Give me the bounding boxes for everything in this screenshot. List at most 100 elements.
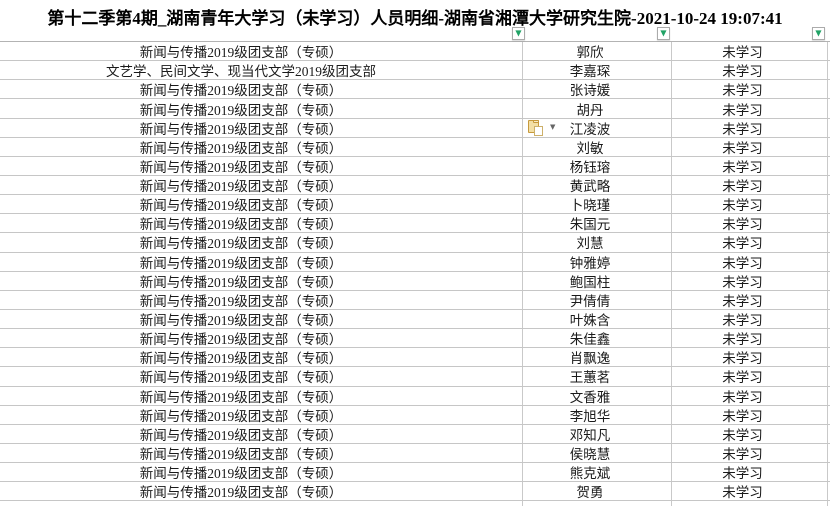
cell-branch[interactable]: 新闻与传播2019级团支部（专硕） (0, 137, 523, 156)
cell-branch[interactable]: 新闻与传播2019级团支部（专硕） (0, 329, 523, 348)
cell-status[interactable]: 未学习 (672, 348, 828, 367)
cell-branch[interactable]: 新闻与传播2019级团支部（专硕） (0, 309, 523, 329)
filter-button-name[interactable]: ▼ (657, 27, 670, 40)
cell-name[interactable]: 鲍国柱 (523, 271, 672, 290)
cell-status[interactable]: 未学习 (672, 482, 828, 501)
cell-branch[interactable]: 新闻与传播2019级团支部（专硕） (0, 252, 523, 271)
cell-status[interactable]: 未学习 (672, 214, 828, 233)
cell-name[interactable]: 钟雅婷 (523, 252, 672, 271)
cell-name[interactable]: 刘慧 (523, 233, 672, 252)
table-row: 新闻与传播2019级团支部（专硕） 黄武略 未学习 (0, 175, 830, 196)
cell-branch[interactable]: 新闻与传播2019级团支部（专硕） (0, 233, 523, 252)
cell-status[interactable]: 未学习 (672, 290, 828, 309)
cell-name[interactable]: 杨钰瑢 (523, 156, 672, 175)
cell-status[interactable]: 未学习 (672, 443, 828, 463)
partial-cell-branch (0, 501, 523, 506)
cell-name[interactable]: 尹倩倩 (523, 290, 672, 309)
cell-branch[interactable]: 新闻与传播2019级团支部（专硕） (0, 42, 523, 61)
clipboard-icon (528, 120, 539, 133)
table-body: 新闻与传播2019级团支部（专硕） 郭欣 未学习 文艺学、民间文学、现当代文学2… (0, 42, 830, 502)
cell-branch[interactable]: 新闻与传播2019级团支部（专硕） (0, 443, 523, 463)
cell-status[interactable]: 未学习 (672, 424, 828, 443)
cell-branch[interactable]: 新闻与传播2019级团支部（专硕） (0, 271, 523, 290)
cell-branch[interactable]: 新闻与传播2019级团支部（专硕） (0, 214, 523, 233)
table-row: 新闻与传播2019级团支部（专硕） 邓知凡 未学习 (0, 424, 830, 444)
cell-name[interactable]: 王蕙茗 (523, 367, 672, 386)
cell-status[interactable]: 未学习 (672, 42, 828, 61)
cell-branch[interactable]: 新闻与传播2019级团支部（专硕） (0, 175, 523, 195)
table-row: 新闻与传播2019级团支部（专硕） 朱佳鑫 未学习 (0, 329, 830, 349)
table-row: 新闻与传播2019级团支部（专硕） 侯晓慧 未学习 (0, 443, 830, 464)
cell-name[interactable]: 刘敏 (523, 137, 672, 156)
cell-name[interactable]: 文香雅 (523, 386, 672, 405)
partial-cell-status (672, 501, 828, 506)
cell-name[interactable]: 贺勇 (523, 482, 672, 501)
filter-button-status[interactable]: ▼ (812, 27, 825, 40)
cell-name[interactable]: 叶姝含 (523, 309, 672, 329)
paste-options-button[interactable]: ▼ (527, 119, 563, 139)
clipboard-sheet (534, 126, 543, 136)
cell-branch[interactable]: 新闻与传播2019级团支部（专硕） (0, 156, 523, 175)
cell-branch[interactable]: 新闻与传播2019级团支部（专硕） (0, 463, 523, 482)
title-cell[interactable]: 第十二季第4期_湖南青年大学习（未学习）人员明细-湖南省湘潭大学研究生院-202… (0, 0, 830, 42)
cell-branch[interactable]: 新闻与传播2019级团支部（专硕） (0, 118, 523, 137)
cell-name[interactable]: 张诗媛 (523, 80, 672, 99)
cell-branch[interactable]: 新闻与传播2019级团支部（专硕） (0, 367, 523, 386)
cell-name[interactable]: 卜晓瑾 (523, 195, 672, 214)
table-row: 新闻与传播2019级团支部（专硕） 尹倩倩 未学习 (0, 290, 830, 310)
cell-name[interactable]: 肖飘逸 (523, 348, 672, 367)
cell-name[interactable]: 胡丹 (523, 99, 672, 118)
cell-status[interactable]: 未学习 (672, 252, 828, 271)
cell-name[interactable]: 李旭华 (523, 405, 672, 424)
cell-branch[interactable]: 文艺学、民间文学、现当代文学2019级团支部 (0, 61, 523, 80)
cell-name[interactable]: 郭欣 (523, 42, 672, 61)
cell-branch[interactable]: 新闻与传播2019级团支部（专硕） (0, 386, 523, 405)
cell-status[interactable]: 未学习 (672, 271, 828, 290)
cell-status[interactable]: 未学习 (672, 367, 828, 386)
cell-name[interactable]: 熊克斌 (523, 463, 672, 482)
table-row: 新闻与传播2019级团支部（专硕） 文香雅 未学习 (0, 386, 830, 406)
table-row: 新闻与传播2019级团支部（专硕） 叶姝含 未学习 (0, 309, 830, 330)
cell-status[interactable]: 未学习 (672, 233, 828, 252)
filter-button-org[interactable]: ▼ (512, 27, 525, 40)
table-row: 新闻与传播2019级团支部（专硕） 刘敏 未学习 (0, 137, 830, 157)
cell-name[interactable]: 朱佳鑫 (523, 329, 672, 348)
cell-branch[interactable]: 新闻与传播2019级团支部（专硕） (0, 348, 523, 367)
cell-branch[interactable]: 新闻与传播2019级团支部（专硕） (0, 482, 523, 501)
cell-name[interactable]: 黄武略 (523, 175, 672, 195)
cell-status[interactable]: 未学习 (672, 137, 828, 156)
table-row: 新闻与传播2019级团支部（专硕） 郭欣 未学习 (0, 42, 830, 62)
cell-branch[interactable]: 新闻与传播2019级团支部（专硕） (0, 195, 523, 214)
cell-status[interactable]: 未学习 (672, 309, 828, 329)
cell-branch[interactable]: 新闻与传播2019级团支部（专硕） (0, 405, 523, 424)
cell-status[interactable]: 未学习 (672, 61, 828, 80)
cell-status[interactable]: 未学习 (672, 329, 828, 348)
cell-name[interactable]: 李嘉琛 (523, 61, 672, 80)
cell-status[interactable]: 未学习 (672, 80, 828, 99)
cell-name[interactable]: 侯晓慧 (523, 443, 672, 463)
cell-name[interactable]: 朱国元 (523, 214, 672, 233)
cell-branch[interactable]: 新闻与传播2019级团支部（专硕） (0, 290, 523, 309)
cell-status[interactable]: 未学习 (672, 195, 828, 214)
table-row: 新闻与传播2019级团支部（专硕） 钟雅婷 未学习 (0, 252, 830, 272)
cell-branch[interactable]: 新闻与传播2019级团支部（专硕） (0, 424, 523, 443)
cell-branch[interactable]: 新闻与传播2019级团支部（专硕） (0, 80, 523, 99)
cell-status[interactable]: 未学习 (672, 405, 828, 424)
partial-row (0, 501, 830, 506)
partial-cell-name (523, 501, 672, 506)
cell-status[interactable]: 未学习 (672, 386, 828, 405)
cell-status[interactable]: 未学习 (672, 99, 828, 118)
cell-status[interactable]: 未学习 (672, 118, 828, 137)
table-row: 新闻与传播2019级团支部（专硕） 贺勇 未学习 (0, 482, 830, 502)
table-row: 新闻与传播2019级团支部（专硕） 鲍国柱 未学习 (0, 271, 830, 291)
table-row: 新闻与传播2019级团支部（专硕） 江凌波 未学习 (0, 118, 830, 138)
table-row: 新闻与传播2019级团支部（专硕） 刘慧 未学习 (0, 233, 830, 253)
cell-status[interactable]: 未学习 (672, 175, 828, 195)
cell-name[interactable]: 江凌波 (523, 118, 672, 137)
cell-status[interactable]: 未学习 (672, 156, 828, 175)
cell-name[interactable]: 邓知凡 (523, 424, 672, 443)
cell-branch[interactable]: 新闻与传播2019级团支部（专硕） (0, 99, 523, 118)
cell-status[interactable]: 未学习 (672, 463, 828, 482)
table-row: 新闻与传播2019级团支部（专硕） 朱国元 未学习 (0, 214, 830, 234)
